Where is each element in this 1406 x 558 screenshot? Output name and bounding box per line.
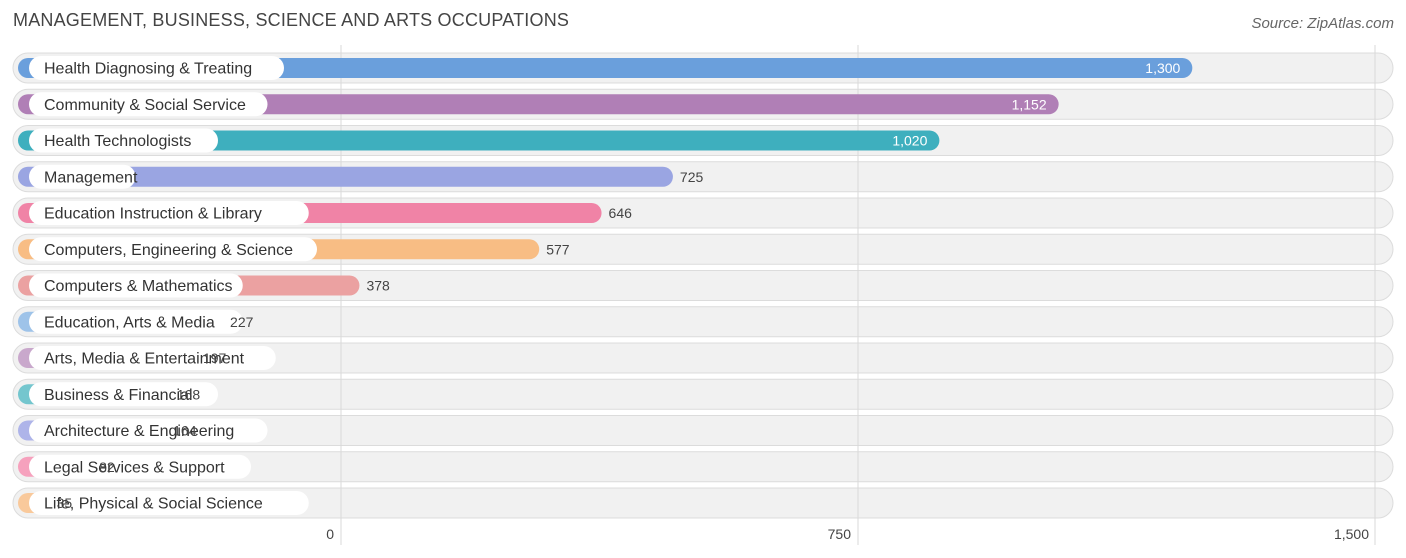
value-label: 35: [57, 495, 73, 511]
row-background: [12, 378, 1394, 410]
category-label-pill: [29, 309, 243, 334]
category-label-pill: [29, 382, 218, 407]
category-label: Architecture & Engineering: [44, 423, 234, 440]
source-credit: Source: ZipAtlas.com: [1251, 15, 1394, 32]
bar-group: Health Diagnosing & Treating 1,300: [18, 56, 1193, 80]
value-label: 82: [99, 459, 115, 475]
category-label-pill: [29, 491, 309, 515]
category-label-pill: [29, 201, 309, 225]
category-label-pill: [29, 454, 251, 479]
x-tick-label: 0: [326, 526, 334, 542]
value-label: 1,300: [1145, 60, 1180, 76]
category-label-pill: [29, 237, 317, 262]
value-label: 164: [173, 423, 197, 439]
category-label: Health Technologists: [44, 133, 191, 150]
category-label: Education, Arts & Media: [44, 314, 215, 331]
bar-group: Health Technologists 1,020: [18, 128, 940, 153]
value-label: 646: [609, 205, 633, 221]
bar: [18, 58, 1193, 78]
row-background: [12, 306, 1394, 338]
value-label: 168: [177, 386, 201, 402]
category-label-pill: [29, 92, 268, 117]
category-label: Life, Physical & Social Science: [44, 496, 263, 513]
row-background: [12, 342, 1394, 374]
x-tick-label: 750: [828, 526, 852, 542]
category-label: Business & Financial: [44, 387, 193, 404]
bar-group: Computers & Mathematics 378: [18, 273, 390, 298]
bar-group: Management 725: [18, 164, 704, 189]
category-label-pill: [29, 128, 218, 153]
category-label: Legal Services & Support: [44, 459, 225, 476]
category-label: Management: [44, 169, 138, 186]
bar-group: Community & Social Service 1,152: [18, 92, 1059, 117]
category-label: Community & Social Service: [44, 97, 246, 114]
row-background: [12, 415, 1394, 446]
value-label: 1,152: [1012, 96, 1047, 112]
category-label: Education Instruction & Library: [44, 206, 262, 223]
category-label-pill: [29, 56, 284, 80]
value-label: 1,020: [892, 133, 927, 149]
category-label-pill: [29, 418, 268, 443]
category-label-pill: [29, 346, 276, 370]
x-tick-label: 1,500: [1334, 526, 1369, 542]
category-label-pill: [29, 164, 136, 189]
category-label: Computers, Engineering & Science: [44, 242, 293, 259]
chart-title: MANAGEMENT, BUSINESS, SCIENCE AND ARTS O…: [13, 10, 570, 30]
row-background: [12, 451, 1394, 483]
value-label: 197: [203, 350, 227, 366]
value-label: 577: [546, 241, 570, 257]
bar-group: Education, Arts & Media 227: [18, 309, 254, 334]
category-label: Arts, Media & Entertainment: [44, 351, 245, 368]
bar: [18, 130, 940, 151]
row-background: [12, 270, 1394, 301]
bar-group: Computers, Engineering & Science 577: [18, 237, 570, 262]
value-label: 227: [230, 314, 254, 330]
row-background: [12, 487, 1394, 519]
bar: [18, 166, 673, 187]
category-label-pill: [29, 273, 243, 298]
category-label: Computers & Mathematics: [44, 278, 233, 295]
value-label: 725: [680, 169, 704, 185]
bar-group: Education Instruction & Library 646: [18, 201, 632, 225]
value-label: 378: [366, 278, 390, 294]
bar: [18, 94, 1059, 115]
category-label: Health Diagnosing & Treating: [44, 61, 252, 78]
